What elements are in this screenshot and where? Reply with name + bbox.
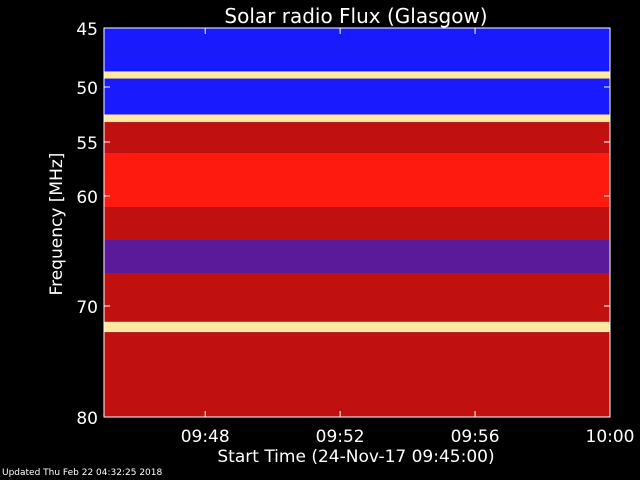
frequency-band — [104, 152, 610, 207]
y-tick-label: 80 — [76, 409, 98, 429]
updated-timestamp: Updated Thu Feb 22 04:32:25 2018 — [2, 468, 163, 478]
y-tick-label: 60 — [76, 188, 98, 208]
y-tick-label: 55 — [76, 134, 98, 154]
x-tick-label: 10:00 — [586, 427, 635, 447]
frequency-band — [104, 240, 610, 273]
frequency-band — [104, 114, 610, 123]
frequency-band — [104, 273, 610, 322]
plot-frame — [103, 27, 611, 418]
x-axis-label: Start Time (24-Nov-17 09:45:00) — [217, 447, 494, 467]
y-tick-label: 45 — [76, 20, 98, 40]
plot-area — [103, 27, 611, 418]
frequency-band — [104, 28, 610, 51]
chart-title: Solar radio Flux (Glasgow) — [224, 4, 487, 28]
y-axis-label: Frequency [MHz] — [47, 153, 67, 296]
x-tick-label: 09:56 — [451, 427, 500, 447]
frequency-band — [104, 207, 610, 240]
y-tick-label: 70 — [76, 298, 98, 318]
frequency-band — [104, 321, 610, 333]
x-axis: 09:48 09:52 09:56 10:00 — [181, 28, 635, 447]
y-tick-label: 50 — [76, 79, 98, 99]
y-axis: 45 50 55 60 70 80 — [76, 20, 610, 429]
x-tick-label: 09:48 — [181, 427, 230, 447]
frequency-band — [104, 332, 610, 417]
frequency-band — [104, 50, 610, 72]
x-tick-label: 09:52 — [316, 427, 365, 447]
frequency-band — [104, 122, 610, 153]
frequency-band — [104, 71, 610, 79]
frequency-band — [104, 78, 610, 115]
